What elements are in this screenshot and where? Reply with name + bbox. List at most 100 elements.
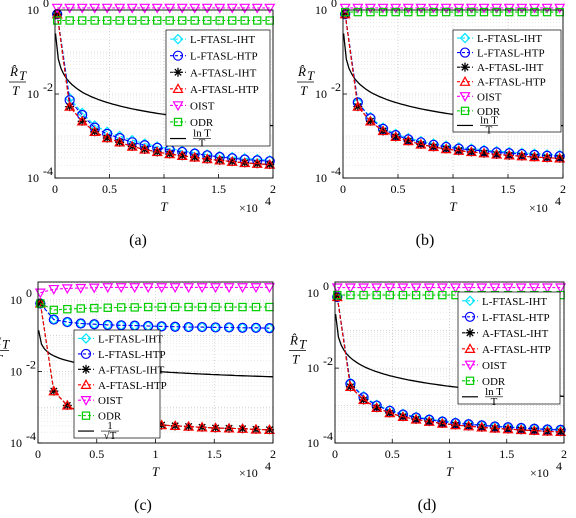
x-axis-label: T	[449, 199, 457, 214]
data-point-A-FTASL-HTP	[489, 422, 501, 433]
y-tick-exp: -4	[26, 429, 36, 443]
data-point-ODR	[492, 7, 501, 17]
data-point-A-FTASL-HTP	[423, 415, 435, 426]
data-point-A-FTASL-HTP	[371, 402, 383, 413]
data-point-A-FTASL-HTP	[397, 411, 409, 421]
x-tick-label: 1	[153, 447, 159, 461]
data-point-A-FTASL-IHT	[556, 427, 566, 437]
legend-label: ODR	[190, 117, 214, 129]
y-tick-label: 10	[27, 171, 39, 185]
data-point-OIST	[142, 283, 154, 294]
x-axis-label: T	[446, 464, 454, 479]
legend-box	[165, 29, 271, 147]
data-point-ODR	[115, 16, 124, 25]
data-point-OIST	[210, 283, 222, 294]
data-point-OIST	[214, 3, 226, 14]
legend-marker-ODR	[460, 106, 470, 116]
data-point-ODR	[203, 16, 212, 25]
data-point-ODR	[76, 304, 85, 313]
data-point-OIST	[358, 283, 370, 294]
data-point-A-FTASL-IHT	[215, 155, 225, 165]
data-point-A-FTASL-HTP	[476, 421, 488, 432]
data-point-A-FTASL-HTP	[541, 152, 553, 163]
chart-panel-2: 00.511.52×104T10010-210-4R̂TTL-FTASL-IHT…	[0, 281, 276, 514]
data-point-ODR	[130, 303, 139, 312]
legend: L-FTASL-IHT L-FTASL-HTP A-FTASL-IHT A-FTASL…	[73, 329, 167, 442]
legend-label: L-FTASL-HTP	[190, 51, 258, 63]
data-point-ODR	[90, 16, 99, 25]
data-point-L-FTASL-HTP	[62, 316, 73, 328]
legend-ref-den: T	[486, 124, 493, 136]
legend-label: A-FTASL-HTP	[98, 380, 167, 392]
legend-ref-num: ln T	[480, 114, 498, 126]
data-point-A-FTASL-IHT	[238, 424, 248, 434]
data-point-A-FTASL-HTP	[503, 149, 515, 160]
data-point-A-FTASL-HTP	[239, 157, 251, 168]
data-point-A-FTASL-HTP	[364, 115, 376, 126]
x-multiplier: ×10	[239, 201, 258, 215]
legend-marker-L-FTASL-HTP	[459, 47, 471, 58]
data-point-A-FTASL-IHT	[265, 160, 275, 170]
y-tick-label: 10	[307, 361, 319, 375]
data-point-ODR	[341, 7, 350, 17]
y-tick-exp: -4	[43, 164, 53, 178]
y-axis-label: R̂	[297, 64, 306, 79]
data-point-OIST	[61, 284, 73, 295]
data-point-A-FTASL-HTP	[89, 126, 101, 136]
data-point-L-FTASL-HTP	[183, 321, 194, 333]
data-point-L-FTASL-HTP	[170, 321, 181, 332]
data-point-ODR	[90, 303, 99, 313]
y-tick-exp: -2	[323, 354, 333, 368]
data-point-OIST	[423, 283, 435, 294]
legend-marker-A-FTASL-HTP	[172, 83, 184, 94]
x-tick-label: 0	[340, 182, 346, 196]
series-line-L-FTASL-HTP	[39, 303, 270, 329]
x-tick-label: 1.5	[499, 447, 514, 461]
legend-marker-L-FTASL-IHT	[459, 32, 471, 44]
y-tick-exp: 0	[26, 286, 32, 300]
y-axis-label-den: T	[300, 83, 308, 98]
legend-marker-A-FTASL-IHT	[460, 62, 470, 72]
legend-label: OIST	[98, 395, 123, 407]
data-point-A-FTASL-HTP	[390, 131, 402, 142]
legend: L-FTASL-IHT L-FTASL-HTP A-FTASL-IHT A-FTASL…	[457, 291, 561, 408]
legend-label: L-FTASL-IHT	[190, 34, 255, 46]
data-point-ODR	[165, 16, 174, 25]
y-tick-exp: 0	[323, 279, 329, 293]
legend-marker-A-FTASL-IHT	[173, 67, 183, 77]
x-multiplier-exp: 4	[556, 459, 562, 473]
data-point-ODR	[153, 16, 162, 25]
data-point-A-FTASL-HTP	[126, 140, 138, 151]
data-point-OIST	[48, 284, 60, 295]
legend-marker-OIST	[464, 360, 476, 371]
legend-marker-A-FTASL-IHT	[465, 328, 475, 338]
x-multiplier-exp: 4	[265, 459, 271, 473]
data-point-A-FTASL-HTP	[358, 394, 370, 405]
legend-ref-num: 1	[107, 420, 113, 432]
y-tick-exp: -4	[323, 429, 333, 443]
panel-caption: (c)	[134, 497, 152, 514]
data-point-A-FTASL-HTP	[384, 407, 396, 418]
data-point-OIST	[201, 3, 213, 14]
x-tick-label: 1	[450, 182, 456, 196]
data-point-ODR	[467, 7, 476, 17]
data-point-ODR	[333, 290, 342, 300]
data-point-ODR	[238, 302, 247, 312]
data-point-ODR	[416, 7, 426, 17]
data-point-ODR	[372, 290, 381, 300]
data-point-A-FTASL-HTP	[151, 146, 163, 157]
y-axis-label-den: T	[292, 352, 300, 367]
data-point-ODR	[454, 7, 463, 17]
data-point-OIST	[189, 3, 201, 14]
x-tick-label: 1.5	[501, 182, 516, 196]
data-point-ODR	[140, 16, 149, 25]
panel-caption: (a)	[129, 232, 147, 249]
y-tick-exp: -2	[43, 80, 53, 94]
data-point-A-FTASL-HTP	[428, 141, 440, 152]
x-tick-label: 1.5	[211, 182, 226, 196]
legend-marker-OIST	[459, 92, 471, 103]
data-point-OIST	[151, 3, 163, 14]
legend-label: ODR	[482, 376, 506, 388]
